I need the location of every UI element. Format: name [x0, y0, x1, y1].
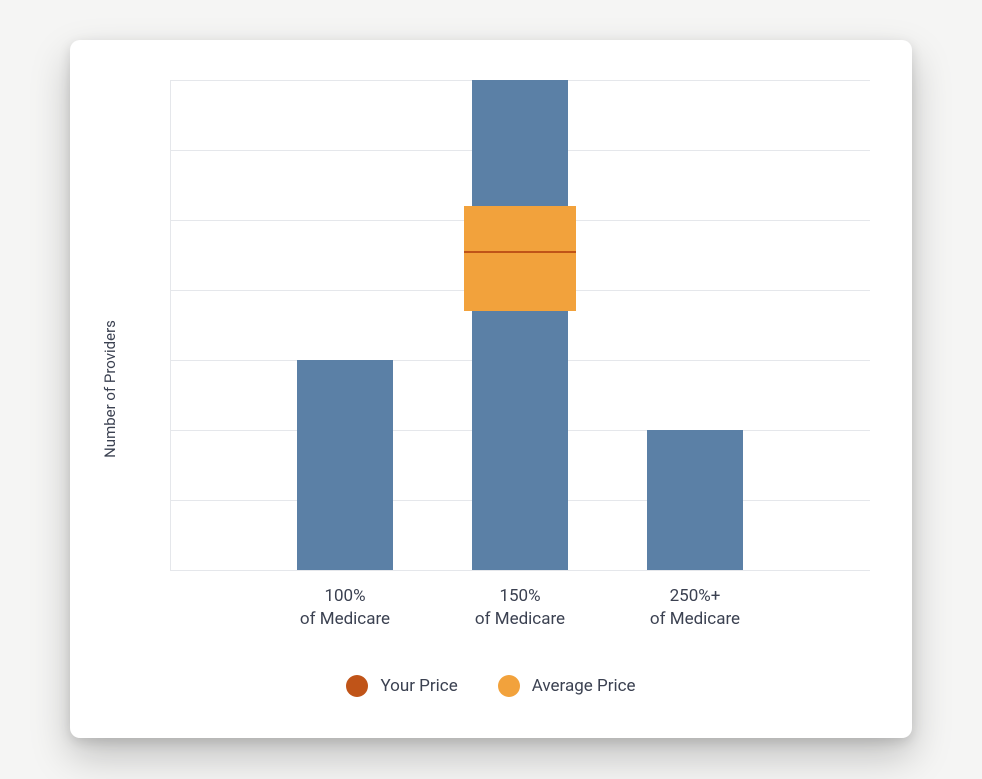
average-price-band: [464, 206, 576, 311]
legend-swatch-your-price: [346, 675, 368, 697]
legend-item-average-price: Average Price: [498, 675, 636, 697]
bar: [472, 80, 568, 570]
x-axis-tick-label: 150% of Medicare: [430, 585, 610, 631]
chart-card: Number of Providers 100% of Medicare150%…: [70, 40, 912, 738]
x-axis-labels: 100% of Medicare150% of Medicare250%+ of…: [170, 585, 870, 645]
legend-swatch-average-price: [498, 675, 520, 697]
x-axis-tick-label: 100% of Medicare: [255, 585, 435, 631]
your-price-line: [464, 251, 576, 253]
legend: Your Price Average Price: [70, 675, 912, 697]
x-axis-tick-label: 250%+ of Medicare: [605, 585, 785, 631]
legend-label-average-price: Average Price: [532, 676, 636, 696]
legend-item-your-price: Your Price: [346, 675, 457, 697]
plot-area: [170, 80, 870, 570]
y-axis-label: Number of Providers: [101, 320, 119, 458]
bar: [297, 360, 393, 570]
y-axis-line: [170, 80, 171, 570]
bar: [647, 430, 743, 570]
grid-line: [170, 570, 870, 571]
legend-label-your-price: Your Price: [380, 676, 457, 696]
